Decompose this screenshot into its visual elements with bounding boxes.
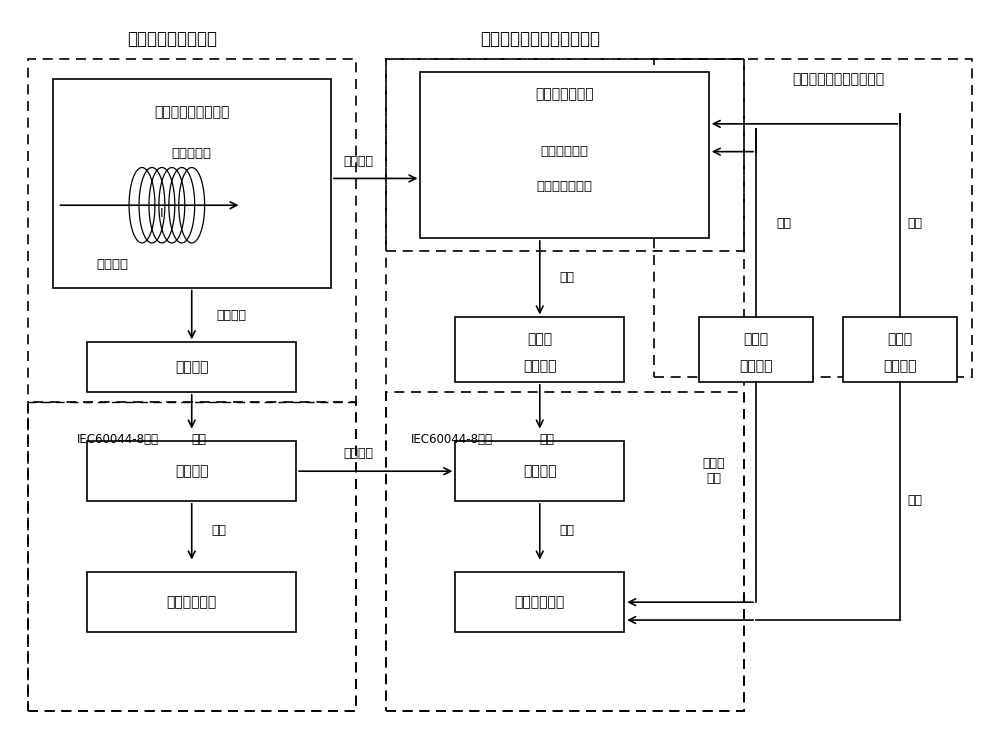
Text: 仿真接口: 仿真接口 [523, 359, 557, 373]
Bar [654, 59, 972, 377]
Text: 采集单元: 采集单元 [175, 360, 208, 374]
Text: IEC60044-8协议: IEC60044-8协议 [411, 433, 492, 446]
Bar [420, 72, 709, 238]
Text: 光纤: 光纤 [212, 524, 227, 537]
Text: 已有的成熟仿真接口方法: 已有的成熟仿真接口方法 [792, 72, 884, 86]
Text: 仿真接口: 仿真接口 [884, 359, 917, 373]
Text: 数字量: 数字量 [888, 332, 913, 346]
Text: 电缆: 电缆 [908, 495, 923, 507]
Text: 传感光纤环: 传感光纤环 [172, 147, 212, 160]
Text: 光纤: 光纤 [776, 217, 791, 230]
Bar [455, 572, 624, 632]
Text: 工程实际光测量系统: 工程实际光测量系统 [127, 31, 217, 48]
Text: 模拟量输出模块: 模拟量输出模块 [537, 180, 593, 193]
Text: 光纤: 光纤 [540, 433, 555, 446]
Bar [455, 441, 624, 501]
Bar [386, 59, 744, 251]
Bar [87, 441, 296, 501]
Text: 微秒级小步长: 微秒级小步长 [541, 145, 589, 158]
Text: 合并单元: 合并单元 [175, 464, 208, 478]
Text: 光纤: 光纤 [192, 433, 207, 446]
Bar [28, 59, 356, 712]
Text: 光测量: 光测量 [527, 332, 552, 346]
Bar [53, 79, 331, 288]
Bar [87, 572, 296, 632]
Text: 模拟量: 模拟量 [744, 332, 769, 346]
Text: 电流测点: 电流测点 [96, 258, 128, 272]
Text: 直流光学电流互感器: 直流光学电流互感器 [154, 105, 229, 119]
Bar [386, 392, 744, 712]
Text: 仿真模拟: 仿真模拟 [344, 155, 374, 168]
Text: 电缆或
光纤: 电缆或 光纤 [703, 458, 725, 485]
Bar [386, 59, 744, 712]
Text: IEC60044-8协议: IEC60044-8协议 [77, 433, 159, 446]
Bar [28, 402, 356, 712]
Bar [843, 318, 957, 382]
Bar [87, 342, 296, 392]
Bar [699, 318, 813, 382]
Text: 光纤: 光纤 [560, 524, 575, 537]
Text: 实时数字仿真器: 实时数字仿真器 [535, 87, 594, 101]
Text: 仿真接口: 仿真接口 [739, 359, 773, 373]
Text: 完全一致: 完全一致 [344, 447, 374, 460]
Text: 光纤: 光纤 [560, 271, 575, 284]
Text: 控制保护装置: 控制保护装置 [515, 595, 565, 609]
Text: 闭环仿真高精度光测量系统: 闭环仿真高精度光测量系统 [480, 31, 600, 48]
Text: 合并单元: 合并单元 [523, 464, 557, 478]
Text: 光纤: 光纤 [908, 217, 923, 230]
Text: I: I [160, 206, 164, 220]
Bar [455, 318, 624, 382]
Text: 控制保护装置: 控制保护装置 [167, 595, 217, 609]
Text: 保偏光缆: 保偏光缆 [217, 309, 247, 322]
